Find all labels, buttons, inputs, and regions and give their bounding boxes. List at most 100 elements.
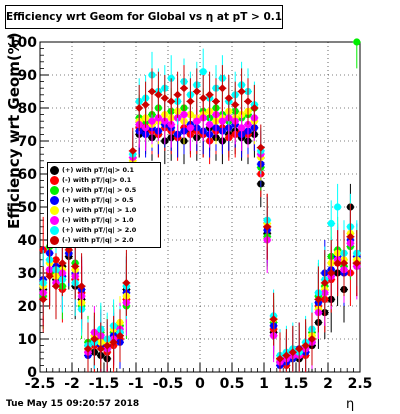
x-tick-label: -1 [128, 376, 144, 392]
legend-marker [50, 225, 59, 235]
data-point [186, 124, 194, 132]
x-tick-label: -2 [64, 376, 80, 392]
data-point [333, 259, 342, 268]
data-point [148, 117, 156, 125]
data-point [314, 295, 323, 304]
data-point [141, 100, 150, 109]
legend-label: (-) with pT/|q| > 1.0 [62, 216, 134, 224]
data-point [128, 146, 137, 155]
x-tick-label: 1.5 [284, 376, 309, 392]
y-tick-label: 100 [8, 35, 37, 51]
data-point [256, 143, 265, 152]
legend-label: (+) with pT/|q|> 0.1 [62, 166, 134, 174]
data-point [206, 120, 214, 129]
data-point [288, 348, 297, 357]
data-point [224, 94, 233, 103]
data-point [327, 269, 336, 277]
legend-label: (-) with pT/|q|> 0.1 [62, 176, 132, 184]
data-point [39, 295, 48, 304]
data-points [39, 38, 361, 372]
y-tick-label: 0 [27, 365, 37, 381]
data-point [154, 90, 163, 99]
legend-marker [50, 165, 59, 175]
data-point [263, 222, 272, 231]
data-point [122, 278, 131, 287]
data-point [352, 259, 361, 268]
x-tick-label: 0.5 [220, 376, 245, 392]
y-tick-label: 70 [18, 134, 38, 150]
data-point [160, 94, 169, 103]
data-point [77, 282, 86, 291]
y-tick-label: 30 [18, 266, 38, 282]
data-point [244, 97, 252, 106]
legend-entry: (-) with pT/|q| > 2.0 [50, 235, 133, 245]
data-point [109, 338, 118, 347]
y-axis-label: Efficiency wrt Geom(%) [5, 32, 23, 229]
data-point [58, 259, 67, 268]
data-point [308, 335, 316, 343]
data-point [45, 272, 54, 281]
legend-marker [50, 175, 59, 185]
x-tick-label: 2 [323, 376, 333, 392]
y-tick-label: 80 [18, 101, 38, 117]
data-point [340, 259, 348, 268]
data-point [192, 87, 201, 96]
y-tick-label: 60 [18, 167, 38, 183]
data-point [96, 344, 105, 353]
x-axis-label: η [346, 397, 355, 412]
y-tick-label: 40 [18, 233, 38, 249]
data-point [173, 90, 182, 99]
y-tick-label: 50 [18, 200, 38, 216]
data-point [180, 84, 188, 93]
legend-label: (+) with pT/|q| > 1.0 [62, 206, 137, 214]
legend-label: (+) with pT/|q| > 0.5 [62, 186, 137, 194]
data-point [212, 97, 220, 106]
data-point [103, 341, 112, 350]
legend-label: (-) with pT/|q| > 2.0 [62, 236, 134, 244]
legend-entry: (+) with pT/|q| > 1.0 [50, 205, 136, 215]
timestamp: Tue May 15 09:20:57 2018 [6, 399, 140, 409]
data-point [199, 68, 207, 76]
data-point [71, 262, 80, 271]
legend-marker [50, 195, 59, 205]
data-point [52, 282, 60, 291]
data-point [186, 97, 195, 106]
x-tick-label: -2.5 [25, 376, 56, 392]
data-point [327, 219, 335, 228]
data-point [231, 100, 240, 109]
data-point [205, 90, 214, 99]
y-tick-label: 90 [18, 68, 38, 84]
y-tick-label: 20 [18, 299, 38, 315]
data-point [269, 315, 278, 324]
y-tick-label: 10 [18, 332, 38, 348]
data-point [301, 341, 310, 350]
data-point [250, 104, 259, 112]
legend-label: (-) with pT/|q| > 0.5 [62, 196, 134, 204]
legend-entry: (+) with pT/|q| > 0.5 [50, 185, 136, 195]
legend-entry: (-) with pT/|q| > 1.0 [50, 215, 133, 225]
data-point [238, 124, 246, 132]
data-point [282, 351, 291, 360]
data-point [199, 94, 208, 103]
data-point [180, 111, 188, 119]
data-point [193, 117, 201, 125]
legend-marker [50, 215, 59, 225]
data-point [116, 331, 124, 340]
x-tick-label: 2.5 [348, 376, 373, 392]
data-point [320, 278, 329, 287]
data-point [218, 84, 227, 93]
x-tick-label: 0 [195, 376, 205, 392]
x-tick-label: 1 [259, 376, 269, 392]
x-tick-label: -0.5 [153, 376, 184, 392]
data-point [334, 203, 342, 211]
axis-ticks: -2.5 -2 -1.5 -1 -0.5 0 0.5 1 1.5 2 2.5 0 10 20 30 40 50 6… [8, 35, 373, 392]
legend-label: (+) with pT/|q| > 2.0 [62, 226, 137, 234]
data-point [295, 344, 304, 353]
chart-title: Efficiency wrt Geom for Global vs η at p… [5, 5, 283, 29]
data-point [148, 87, 156, 96]
data-point [237, 87, 246, 96]
data-point [84, 344, 92, 353]
x-tick-label: -1.5 [89, 376, 120, 392]
data-point [353, 38, 361, 46]
